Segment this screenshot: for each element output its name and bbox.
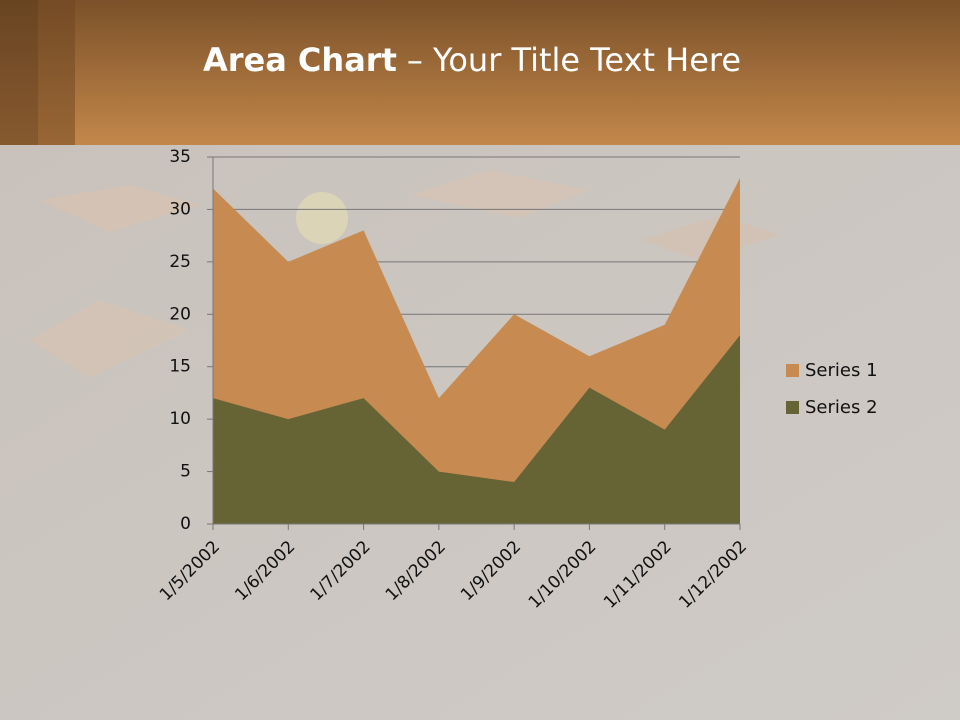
legend-label: Series 2 [805,397,878,418]
y-tick-label: 5 [180,462,191,482]
chart-title: Area Chart – Your Title Text Here [203,41,741,79]
legend-swatch [786,401,799,414]
legend-swatch [786,364,799,377]
y-tick-label: 35 [169,147,191,167]
legend: Series 1 Series 2 [786,360,878,418]
y-tick-label: 25 [169,252,191,272]
y-tick-label: 30 [169,199,191,219]
title-emphasis: Area Chart [203,41,397,79]
legend-label: Series 1 [805,360,878,381]
header-band [0,0,960,145]
y-tick-label: 15 [169,357,191,377]
y-tick-label: 20 [169,304,191,324]
area [213,335,740,524]
areas [213,177,740,524]
background-decor [30,170,780,378]
title-rest: – Your Title Text Here [407,41,741,79]
y-tick-label: 10 [169,409,191,429]
header-strip [38,0,75,145]
y-tick-label: 0 [180,514,191,534]
header-strip [0,0,38,145]
